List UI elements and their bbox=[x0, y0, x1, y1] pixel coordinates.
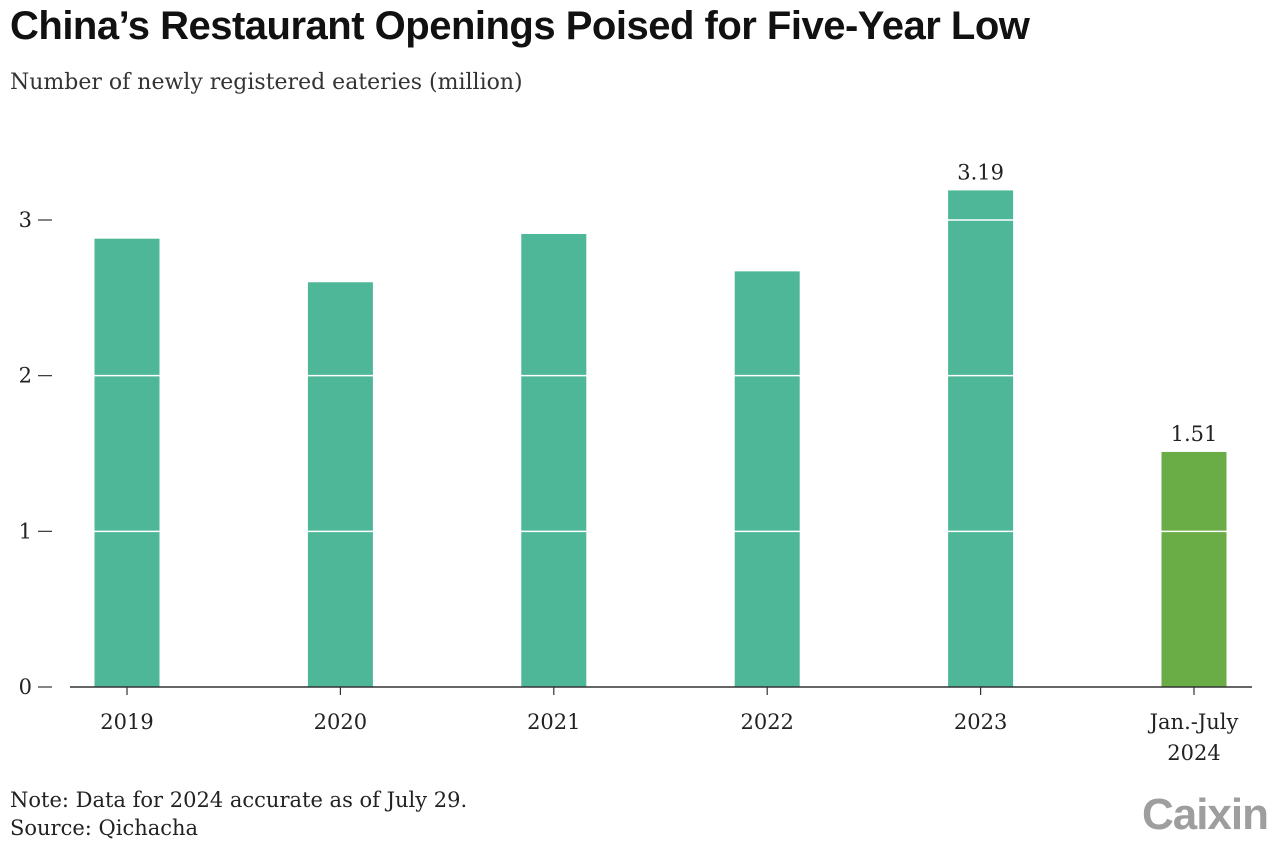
bar-2022 bbox=[734, 271, 800, 687]
caixin-logo: Caixin bbox=[1141, 790, 1269, 839]
y-tick-label-2: 2 bbox=[19, 364, 32, 388]
y-tick-label-0: 0 bbox=[19, 675, 32, 699]
x-tick-label-Jan.-July 2024: Jan.-July 2024 bbox=[1148, 710, 1239, 765]
data-label-2023: 3.19 bbox=[957, 160, 1004, 184]
bar-2023 bbox=[948, 190, 1014, 687]
bar-Jan.-July 2024 bbox=[1161, 451, 1227, 687]
footnote: Note: Data for 2024 accurate as of July … bbox=[10, 788, 468, 812]
chart-subtitle: Number of newly registered eateries (mil… bbox=[10, 70, 523, 95]
x-tick-label-2020: 2020 bbox=[314, 710, 367, 734]
y-tick-label-3: 3 bbox=[19, 208, 32, 232]
x-tick-label-2022: 2022 bbox=[740, 710, 793, 734]
x-tick-label-2019: 2019 bbox=[100, 710, 153, 734]
bar-2020 bbox=[307, 282, 373, 687]
bar-2021 bbox=[521, 234, 587, 687]
source-note: Source: Qichacha bbox=[10, 816, 199, 840]
x-tick-label-2021: 2021 bbox=[527, 710, 580, 734]
bar-chart: 0 1 2 3 2019 2020 2021 2022 2023 Jan.-July 2024 3.1… bbox=[19, 160, 1252, 765]
bar-2019 bbox=[94, 238, 160, 687]
chart-title: China’s Restaurant Openings Poised for F… bbox=[10, 4, 1030, 48]
y-tick-label-1: 1 bbox=[19, 519, 32, 543]
data-label-Jan.-July 2024: 1.51 bbox=[1171, 422, 1218, 446]
x-tick-label-2023: 2023 bbox=[954, 710, 1007, 734]
